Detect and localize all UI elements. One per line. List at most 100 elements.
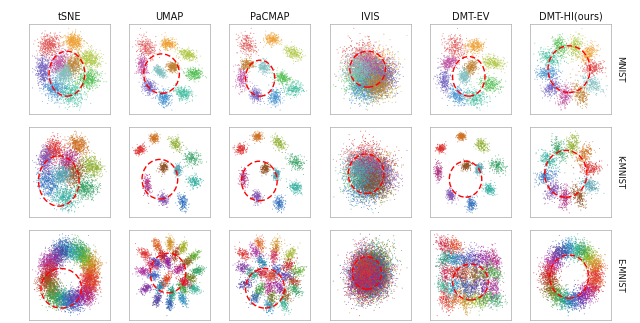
Point: [585, 165, 595, 171]
Point: [351, 163, 362, 169]
Point: [79, 284, 90, 289]
Point: [86, 266, 96, 271]
Point: [353, 255, 364, 260]
Point: [150, 296, 161, 301]
Point: [193, 251, 203, 256]
Point: [242, 41, 252, 46]
Point: [67, 65, 77, 70]
Point: [61, 299, 72, 305]
Point: [481, 257, 491, 263]
Point: [68, 245, 78, 250]
Point: [367, 267, 378, 272]
Point: [68, 250, 79, 255]
Point: [554, 141, 564, 146]
Point: [49, 293, 59, 298]
Point: [188, 281, 198, 287]
Point: [374, 278, 384, 283]
Point: [367, 69, 377, 74]
Point: [585, 189, 595, 194]
Point: [257, 278, 268, 284]
Point: [54, 90, 64, 95]
Point: [446, 274, 456, 279]
Point: [260, 167, 270, 172]
Point: [580, 291, 590, 296]
Point: [462, 68, 472, 74]
Point: [361, 276, 371, 282]
Point: [584, 164, 594, 170]
Point: [460, 164, 470, 169]
Point: [363, 270, 373, 275]
Point: [454, 83, 465, 88]
Point: [32, 68, 42, 73]
Point: [552, 302, 562, 307]
Point: [573, 46, 584, 51]
Point: [439, 142, 449, 147]
Point: [356, 270, 367, 276]
Point: [47, 151, 58, 156]
Point: [560, 246, 570, 251]
Point: [350, 63, 360, 68]
Point: [63, 57, 74, 62]
Point: [83, 292, 93, 297]
Point: [379, 152, 389, 157]
Point: [369, 266, 379, 271]
Point: [343, 182, 353, 188]
Point: [369, 264, 380, 269]
Point: [578, 247, 588, 252]
Point: [481, 76, 492, 81]
Point: [387, 77, 397, 82]
Point: [364, 66, 374, 71]
Point: [163, 40, 173, 45]
Point: [46, 266, 56, 272]
Point: [446, 278, 456, 283]
Point: [47, 293, 58, 298]
Point: [383, 168, 393, 173]
Point: [362, 294, 372, 299]
Point: [582, 64, 593, 69]
Point: [355, 269, 365, 274]
Point: [460, 42, 470, 47]
Point: [575, 250, 585, 255]
Point: [159, 200, 169, 205]
Point: [71, 166, 81, 171]
Point: [172, 164, 182, 169]
Point: [180, 199, 190, 204]
Point: [182, 92, 193, 97]
Point: [352, 79, 362, 84]
Point: [355, 172, 365, 177]
Point: [366, 178, 376, 183]
Point: [353, 77, 363, 82]
Point: [189, 71, 200, 76]
Point: [364, 262, 374, 267]
Point: [586, 257, 596, 262]
Point: [157, 69, 168, 75]
Point: [52, 261, 62, 266]
Point: [57, 258, 67, 263]
Point: [450, 88, 460, 93]
Point: [256, 259, 266, 265]
Point: [545, 261, 556, 266]
Point: [49, 288, 60, 293]
Point: [376, 185, 387, 191]
Point: [191, 287, 201, 292]
Point: [54, 283, 64, 288]
Point: [289, 266, 300, 271]
Point: [48, 185, 58, 191]
Point: [353, 188, 363, 193]
Point: [161, 164, 171, 169]
Point: [374, 267, 384, 272]
Point: [468, 301, 479, 306]
Point: [274, 267, 284, 272]
Point: [370, 269, 380, 274]
Point: [81, 256, 92, 261]
Point: [371, 271, 381, 276]
Point: [140, 62, 150, 68]
Point: [267, 91, 277, 97]
Point: [358, 269, 369, 274]
Point: [574, 254, 584, 259]
Point: [93, 273, 103, 278]
Point: [288, 276, 298, 281]
Point: [581, 271, 591, 276]
Point: [136, 250, 147, 255]
Point: [58, 84, 68, 89]
